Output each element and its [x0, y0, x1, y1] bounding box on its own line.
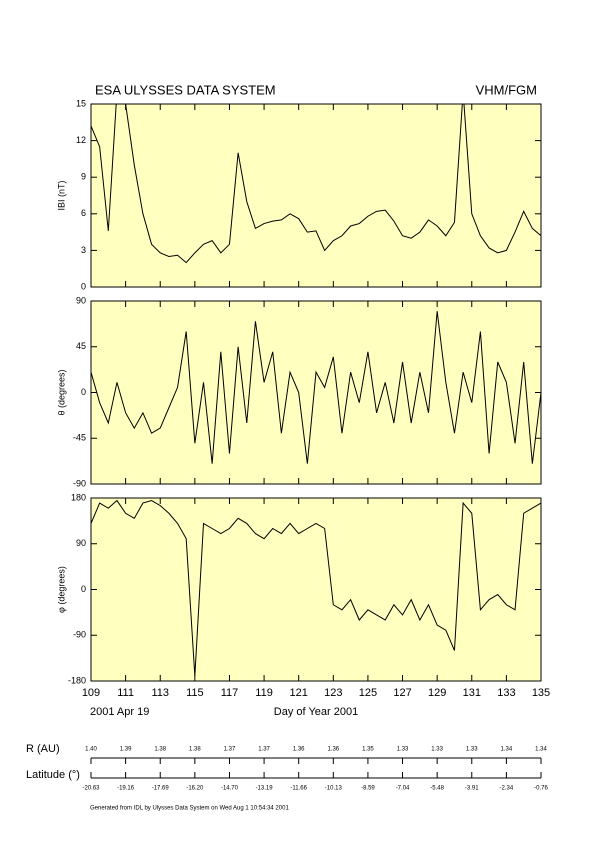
data-line	[91, 499, 541, 676]
plot-frame	[90, 103, 542, 288]
r-label: R (AU)	[26, 743, 60, 755]
r-value: 1.35	[362, 747, 374, 753]
lat-value: -16.20	[186, 786, 204, 792]
x-tick-label: 125	[359, 687, 377, 699]
lat-value: -2.34	[500, 786, 514, 792]
r-value: 1.39	[120, 747, 132, 753]
x-tick-label: 111	[117, 687, 134, 699]
r-value: 1.36	[327, 747, 339, 753]
x-tick-label: 115	[186, 687, 204, 699]
x-tick-label: 123	[324, 687, 342, 699]
y-tick-label: 90	[76, 538, 86, 548]
lat-value: -5.48	[430, 786, 444, 792]
x-axis-label: Day of Year 2001	[274, 706, 358, 718]
x-tick-label: 119	[255, 687, 273, 699]
y-tick-label: 15	[76, 98, 86, 108]
y-tick-label: 9	[81, 172, 86, 182]
r-value: 1.38	[154, 747, 166, 753]
r-value: 1.38	[189, 747, 201, 753]
plot-area	[91, 498, 541, 681]
lat-value: -13.19	[256, 786, 274, 792]
data-line	[91, 104, 541, 264]
lat-value: -0.76	[534, 786, 548, 792]
y-axis-label: IBI (nT)	[56, 180, 66, 210]
r-value: 1.34	[501, 747, 513, 753]
lat-value: -19.16	[117, 786, 135, 792]
y-tick-label: 6	[81, 208, 86, 218]
r-value: 1.33	[466, 747, 478, 753]
x-tick-label: 135	[532, 687, 550, 699]
r-value: 1.33	[397, 747, 409, 753]
y-tick-label: 0	[81, 387, 86, 397]
lat-value: -8.59	[361, 786, 375, 792]
plot-frame	[90, 300, 542, 485]
r-value: 1.40	[85, 747, 97, 753]
y-tick-label: -45	[73, 433, 86, 443]
plot-frame	[90, 497, 542, 682]
x-tick-label: 109	[82, 687, 100, 699]
lat-value: -3.91	[465, 786, 479, 792]
r-value: 1.36	[293, 747, 305, 753]
lat-value: -11.66	[290, 786, 307, 792]
y-tick-label: -90	[73, 630, 86, 640]
x-tick-label: 127	[393, 687, 411, 699]
x-tick-label: 121	[290, 687, 308, 699]
y-tick-label: 12	[76, 135, 86, 145]
chart-title: ESA ULYSSES DATA SYSTEM	[95, 82, 276, 97]
y-tick-label: 90	[76, 295, 86, 305]
r-value: 1.34	[535, 747, 547, 753]
r-value: 1.33	[431, 747, 443, 753]
r-value: 1.37	[258, 747, 270, 753]
lat-label: Latitude (°)	[26, 769, 80, 781]
y-tick-label: -90	[73, 478, 86, 488]
r-value: 1.37	[224, 747, 236, 753]
start-date: 2001 Apr 19	[90, 706, 149, 718]
footer: Generated from IDL by Ulysses Data Syste…	[90, 806, 289, 812]
instrument: VHM/FGM	[476, 82, 537, 97]
y-tick-label: -180	[68, 675, 86, 685]
lat-value: -20.63	[82, 786, 100, 792]
lat-value: -14.70	[221, 786, 239, 792]
lat-value: -7.04	[396, 786, 410, 792]
y-tick-label: 45	[76, 341, 86, 351]
y-tick-label: 3	[81, 245, 86, 255]
data-line	[91, 311, 541, 464]
y-tick-label: 0	[81, 281, 86, 291]
x-tick-label: 117	[221, 687, 239, 699]
plot-area	[91, 301, 541, 484]
x-tick-label: 133	[497, 687, 515, 699]
y-tick-label: 180	[71, 492, 86, 502]
lat-value: -17.69	[152, 786, 170, 792]
y-tick-label: 0	[81, 584, 86, 594]
lat-value: -10.13	[325, 786, 343, 792]
x-tick-label: 113	[151, 687, 169, 699]
plot-area	[91, 104, 541, 287]
y-axis-label: θ (degrees)	[56, 369, 66, 415]
x-tick-label: 129	[428, 687, 446, 699]
y-axis-label: φ (degrees)	[56, 566, 66, 613]
x-tick-label: 131	[463, 687, 481, 699]
